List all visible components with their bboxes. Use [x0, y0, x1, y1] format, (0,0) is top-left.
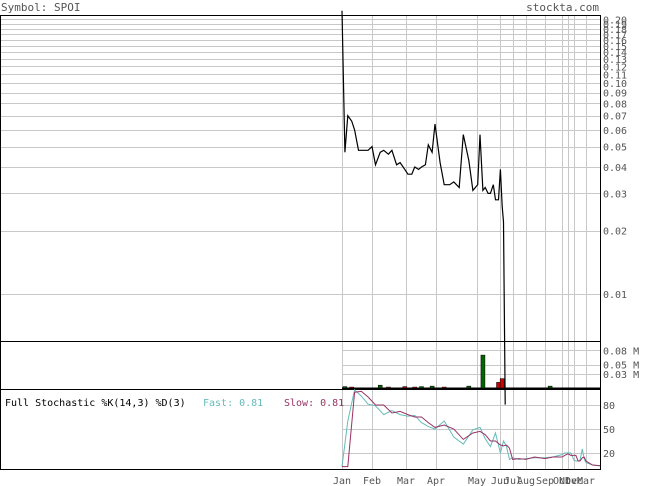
price-tick-label: 0.16	[603, 36, 627, 47]
volume-tick-label: 0.05 M	[603, 361, 639, 372]
stochastic-tick-label: 20	[603, 449, 615, 460]
stochastic-panel-frame	[0, 389, 601, 470]
volume-bar	[466, 385, 472, 389]
date-tick-label: Nov	[559, 476, 577, 486]
volume-axis-labels: 0.08 M 0.05 M0.03 M	[603, 346, 639, 381]
date-tick-label: Mar	[577, 476, 595, 486]
date-tick-label: Jun	[491, 476, 509, 486]
volume-bar	[480, 354, 486, 389]
price-tick-label: 0.12	[603, 62, 627, 73]
price-tick-label: 0.07	[603, 112, 627, 123]
price-line	[341, 10, 506, 405]
date-tick-label: Feb	[363, 476, 381, 486]
date-tick-label: May	[468, 476, 486, 486]
date-tick-label: Jul	[504, 476, 522, 486]
date-tick-label: Sep	[536, 476, 554, 486]
price-tick-label: 0.14	[603, 48, 627, 59]
price-tick-label: 0.11	[603, 70, 627, 81]
price-tick-label: 0.15	[603, 42, 627, 53]
volume-bar	[441, 386, 447, 389]
price-tick-label: 0.19	[603, 20, 627, 31]
stochastic-title: Full Stochastic %K(14,3) %D(3)	[5, 398, 186, 409]
panel-frames	[0, 15, 601, 470]
volume-bar	[402, 386, 408, 389]
date-tick-label: Mar	[397, 476, 415, 486]
slow-label: Slow: 0.81	[284, 398, 344, 409]
price-tick-label: 0.17	[603, 30, 627, 41]
price-tick-label: 0.06	[603, 126, 627, 137]
price-tick-label: 0.04	[603, 163, 627, 174]
price-tick-label: 0.01	[603, 290, 627, 301]
price-tick-label: 0.13	[603, 55, 627, 66]
date-tick-label: Apr	[427, 476, 445, 486]
symbol-label: Symbol: SPOI	[1, 1, 80, 14]
volume-bar	[499, 378, 505, 389]
stochastic-lines	[341, 388, 601, 468]
volume-bar	[342, 386, 348, 389]
price-tick-label: 0.03	[603, 189, 627, 200]
price-tick-label: 0.18	[603, 25, 627, 36]
fast-stochastic-line	[341, 388, 601, 467]
slow-stochastic-line	[342, 390, 601, 468]
price-axis-labels: 0.200.190.180.170.160.150.140.130.120.11…	[603, 15, 627, 301]
stochastic-tick-label: 80	[603, 401, 615, 412]
price-series-line	[341, 10, 506, 405]
site-label: stockta.com	[526, 1, 599, 14]
price-tick-label: 0.08	[603, 99, 627, 110]
volume-bar	[429, 385, 435, 389]
volume-tick-label: 0.08 M	[603, 346, 639, 357]
date-tick-label: Jan	[333, 476, 351, 486]
volume-bar	[349, 386, 354, 389]
volume-bar	[377, 384, 383, 389]
price-tick-label: 0.09	[603, 89, 627, 100]
price-tick-label: 0.10	[603, 79, 627, 90]
stochastic-axis-labels: 80 50 20	[603, 401, 615, 460]
price-panel-frame	[0, 15, 601, 342]
date-tick-label: Oct	[553, 476, 571, 486]
volume-bar	[496, 382, 501, 389]
volume-bar	[412, 386, 417, 389]
volume-bar	[386, 386, 391, 389]
volume-bar	[547, 385, 553, 389]
fast-label: Fast: 0.81	[203, 398, 263, 409]
date-tick-label: Dec	[565, 476, 583, 486]
grid-lines	[1, 15, 600, 469]
date-tick-label: Aug	[517, 476, 535, 486]
volume-tick-label: 0.03 M	[603, 370, 639, 381]
price-tick-label: 0.20	[603, 15, 627, 26]
price-tick-label: 0.05	[603, 143, 627, 154]
price-tick-label: 0.02	[603, 227, 627, 238]
volume-bar	[419, 386, 424, 389]
stochastic-tick-label: 50	[603, 425, 615, 436]
volume-bars	[342, 354, 553, 389]
